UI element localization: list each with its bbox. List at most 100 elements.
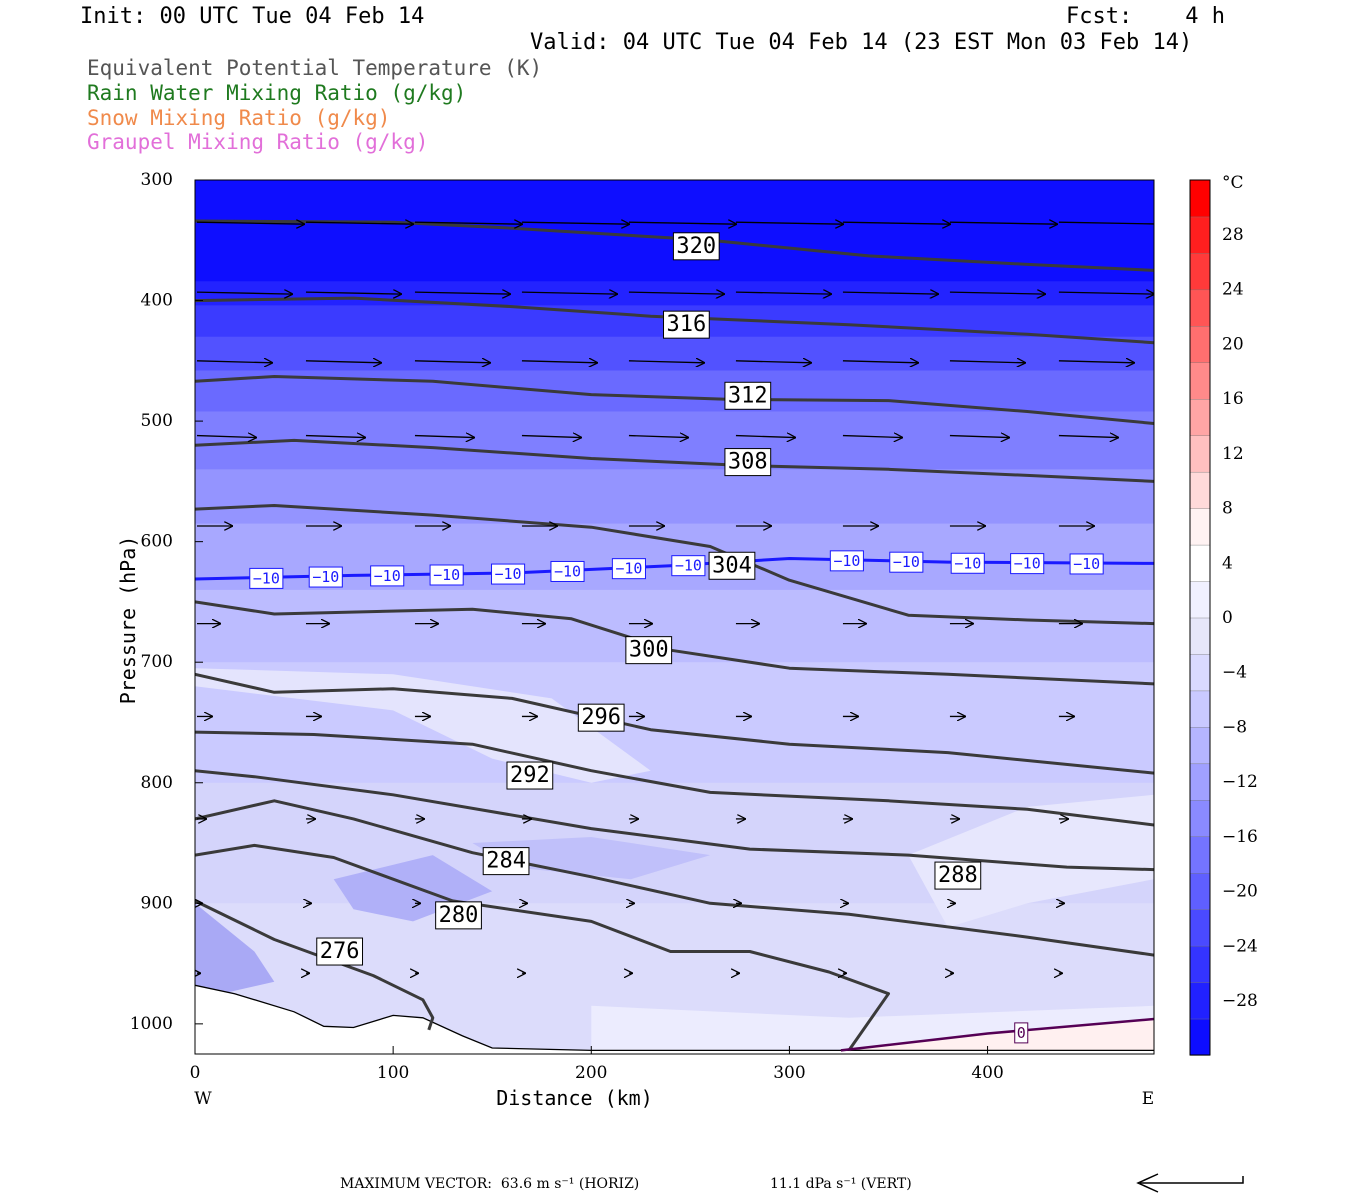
wind-vector [521, 292, 618, 294]
colorbar-tick-label: 16 [1222, 389, 1244, 409]
x-end-label-west: W [194, 1089, 212, 1109]
wind-vector [414, 292, 511, 294]
isotherm-label-box [611, 558, 646, 580]
y-tick-label: 300 [141, 170, 173, 190]
plot-frame [194, 179, 1155, 1055]
theta-e-label-320-box [672, 232, 720, 261]
wind-vector [842, 361, 919, 363]
wind-vector [842, 292, 939, 294]
colorbar-segment [1189, 872, 1211, 910]
colorbar-tick-label: −28 [1222, 991, 1258, 1011]
field-label-theta-e: Equivalent Potential Temperature (K) [87, 56, 543, 80]
wind-vector [949, 292, 1046, 294]
reference-arrow [1136, 1173, 1244, 1193]
colorbar-segment [1189, 1018, 1211, 1056]
isotherm-label-box [308, 566, 343, 588]
theta-e-label-320-text: 320 [676, 234, 716, 259]
colorbar-segment [1189, 252, 1211, 291]
theta-e-contour-308 [195, 438, 1154, 483]
theta-e-label-276-box [316, 937, 364, 966]
wind-vector [196, 361, 273, 363]
wind-vector [628, 361, 705, 363]
colorbar-segment [1189, 435, 1211, 473]
colorbar-tick-label: 0 [1222, 608, 1233, 628]
isotherm-label-box [829, 550, 864, 572]
forecast-hour: Fcst: 4 h [1066, 4, 1225, 29]
theta-e-contour-292 [195, 730, 1154, 827]
colorbar-segment [1189, 763, 1211, 801]
wind-vector [196, 436, 257, 438]
x-tick-label: 200 [575, 1063, 607, 1083]
colorbar-tick-label: −8 [1222, 717, 1247, 737]
warm-patch-1 [908, 794, 1154, 928]
colorbar-segment [1189, 471, 1211, 509]
wind-vector [842, 222, 951, 224]
wind-vector [521, 222, 630, 224]
theta-e-label-292-text: 292 [510, 763, 550, 788]
theta-e-contour-280 [195, 843, 890, 1052]
wind-vector [1058, 361, 1135, 363]
theta-e-contour-316 [195, 296, 1154, 345]
isotherm-label-box [491, 563, 526, 585]
theta-e-label-316-text: 316 [667, 312, 707, 337]
theta-e-label-304-text: 304 [712, 553, 752, 578]
wind-vector [196, 292, 293, 294]
theta-e-label-280-text: 280 [439, 903, 479, 928]
theta-e-label-308-text: 308 [728, 450, 768, 475]
colorbar-segment [1189, 362, 1211, 400]
colorbar-segment [1189, 216, 1211, 254]
y-tick-label: 400 [141, 291, 173, 311]
warm-patch-0 [195, 668, 651, 783]
colorbar-segment [1189, 799, 1211, 837]
colorbar-tick-label: 28 [1222, 225, 1244, 245]
warm-patch-3 [848, 1020, 1154, 1051]
wind-vector [628, 292, 725, 294]
isotherm-label-text: −10 [495, 565, 522, 583]
colorbar-frame [1189, 179, 1211, 1056]
isotherm-label-box [950, 552, 985, 574]
wind-vector [1058, 436, 1119, 438]
colorbar-tick-label: 8 [1222, 499, 1233, 519]
colorbar-segment [1189, 507, 1211, 546]
theta-e-label-284-box [482, 847, 530, 876]
colorbar-tick-label: −24 [1222, 936, 1258, 956]
isotherm-label-text: −10 [374, 567, 401, 585]
wind-vector [628, 222, 737, 224]
wind-vector [842, 436, 903, 438]
isotherm-minus10-line [195, 556, 1154, 581]
isotherm-label-box [249, 567, 284, 589]
wind-vector [735, 222, 844, 224]
axes: 300 400 500 600 700 800 900 1000 0 100 200 300 400 W E… [116, 170, 1154, 1110]
vertical-vector-label: 11.1 dPa s⁻¹ (VERT) [770, 1176, 912, 1192]
wind-vector [414, 222, 523, 224]
colorbar-segment [1189, 653, 1211, 692]
colorbar-segment [1189, 325, 1211, 363]
x-tick-label: 400 [971, 1063, 1003, 1083]
wind-vector [949, 361, 1026, 363]
wind-vector [949, 436, 1010, 438]
isotherm-label-text: −10 [253, 569, 280, 587]
wind-vector [628, 436, 689, 438]
colorbar: °C 28 24 20 16 12 8 4 0 −4 −8 −12 −16 −20 −24 −28 [1189, 173, 1258, 1056]
wind-vector [414, 361, 491, 363]
isotherm-label-text: −10 [554, 562, 581, 580]
colorbar-tick-label: 24 [1222, 280, 1244, 300]
theta-e-label-300-text: 300 [629, 638, 669, 663]
theta-e-label-288-text: 288 [938, 863, 978, 888]
wind-vector [735, 361, 812, 363]
isotherm-label-box [370, 565, 405, 587]
isotherm-label-text: −10 [675, 557, 702, 575]
colorbar-tick-label: −16 [1222, 827, 1258, 847]
terrain-fill [195, 985, 1154, 1054]
isotherm-label-box [1010, 553, 1045, 575]
theta-e-contour-300 [195, 600, 1154, 686]
theta-e-label-284-text: 284 [486, 849, 526, 874]
field-label-rain: Rain Water Mixing Ratio (g/kg) [87, 81, 467, 105]
colorbar-segment [1189, 580, 1211, 619]
isotherm-label-box [671, 555, 706, 577]
colorbar-tick-label: −20 [1222, 882, 1258, 902]
wind-vector [305, 222, 414, 224]
init-time: Init: 00 UTC Tue 04 Feb 14 [80, 4, 425, 29]
theta-e-contours [195, 219, 1154, 1052]
isotherm-zero-label-box [1014, 1022, 1029, 1044]
